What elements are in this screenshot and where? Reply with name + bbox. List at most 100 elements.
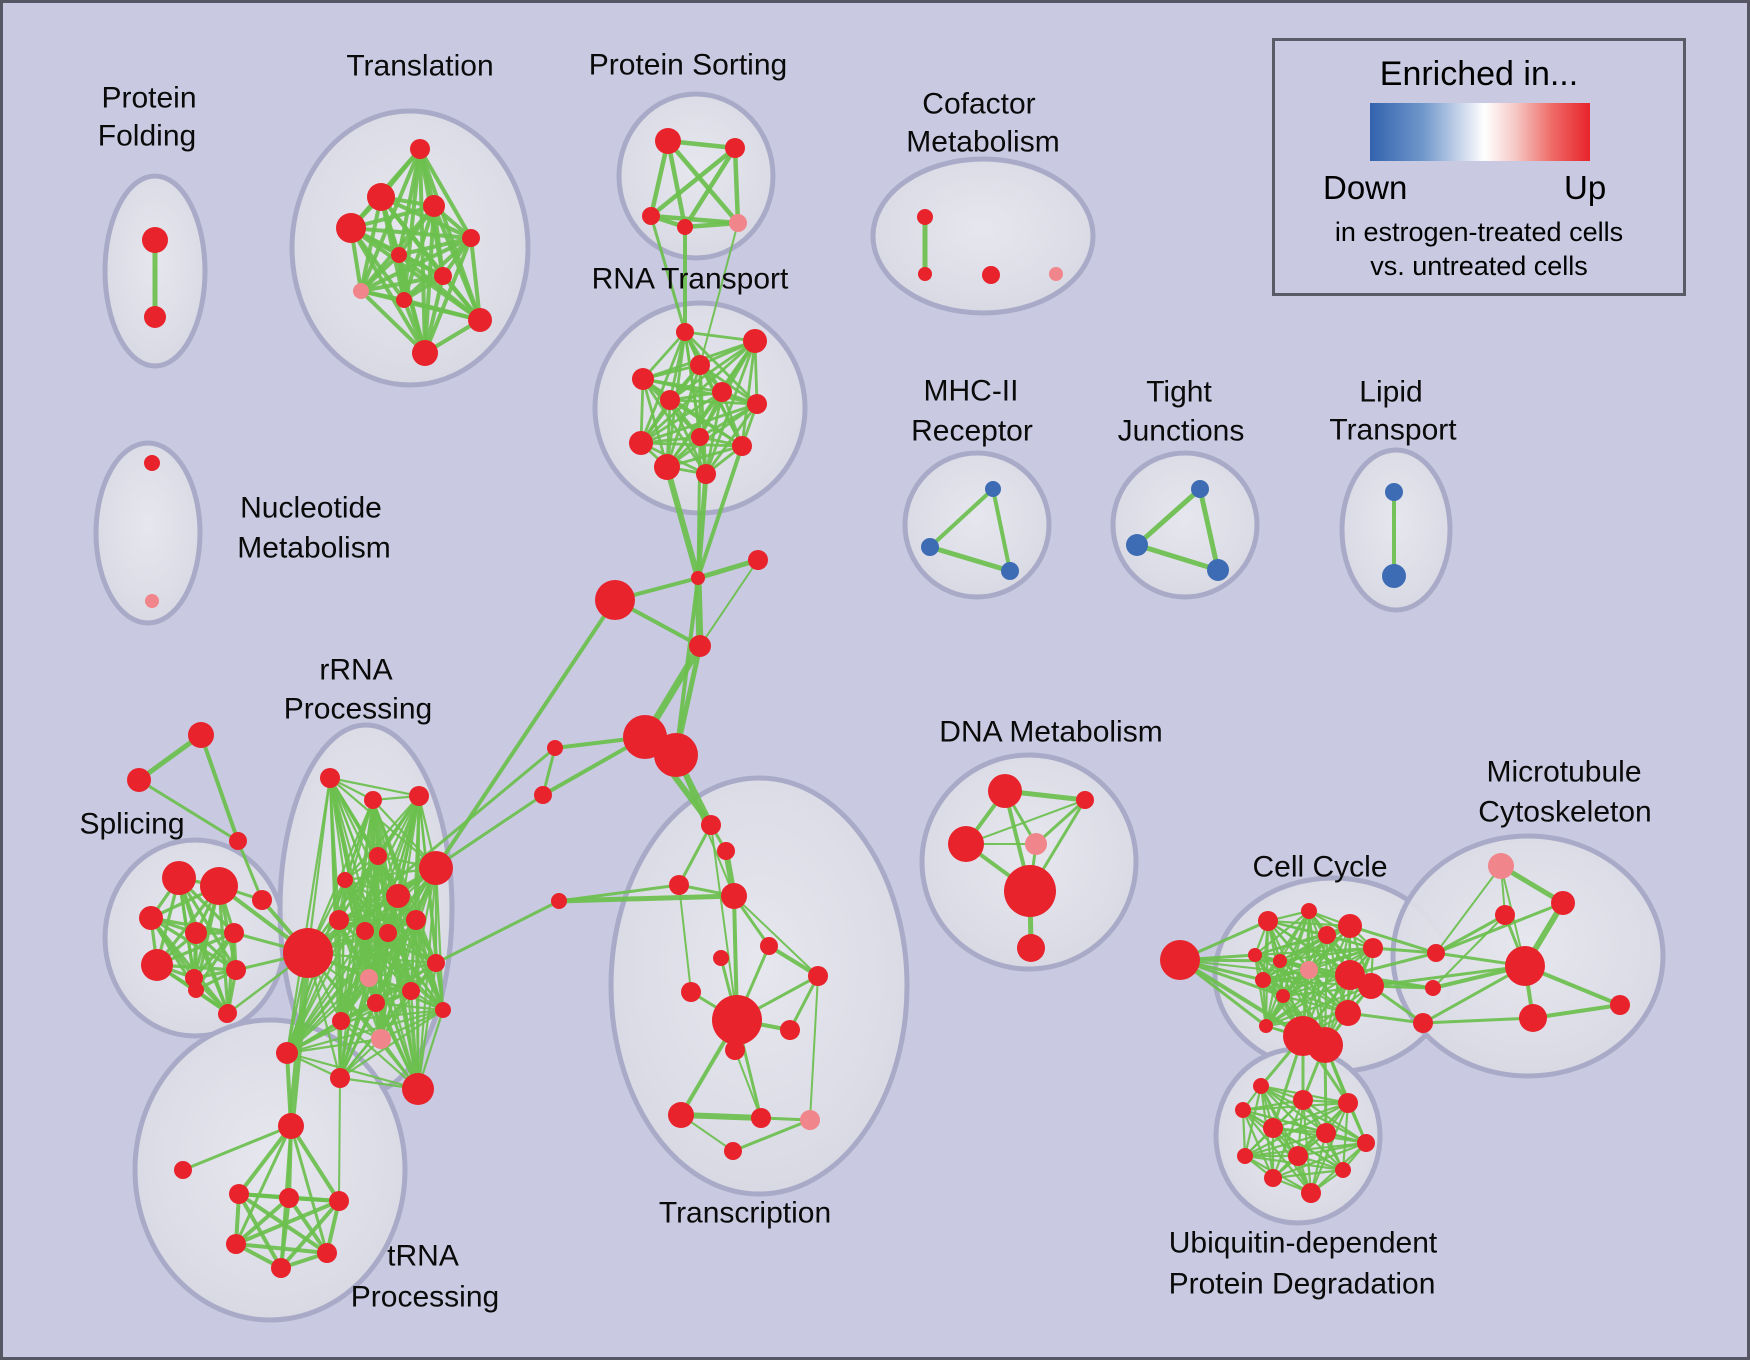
edge-x12-x13 (678, 1112, 764, 1121)
edge-r9-r14 (363, 929, 413, 993)
edge-v7-v9 (1296, 1141, 1368, 1158)
node-x14 (800, 1110, 820, 1130)
edge-r11-r17 (339, 918, 418, 1023)
node-r14 (402, 982, 420, 1000)
node-rt8 (691, 428, 709, 446)
node-c7 (1273, 954, 1287, 968)
edge-r6-r16 (434, 866, 445, 1012)
node-tl7 (434, 267, 452, 285)
node-cf4 (1049, 267, 1063, 281)
edge-v2-v11 (1271, 1098, 1305, 1180)
node-j3 (1207, 559, 1229, 581)
edge-r19-q4 (338, 1077, 341, 1202)
cluster-label-cell-cycle: Cell Cycle (1252, 851, 1387, 884)
node-m7 (551, 893, 567, 909)
edge-q0-q5 (234, 1124, 293, 1246)
edge-rt10-m1 (696, 444, 744, 580)
edge-r7-r18 (285, 894, 400, 1055)
cluster-label-tight-junctions: Junctions (1118, 415, 1245, 448)
legend-subtitle-line2: vs. untreated cells (1370, 251, 1588, 281)
node-r16 (435, 1002, 451, 1018)
node-cf3 (982, 266, 1000, 284)
edge-q2-q7 (237, 1192, 283, 1270)
node-d4 (1025, 833, 1047, 855)
edge-x9-x10 (788, 974, 820, 1032)
node-cf2 (918, 267, 932, 281)
edge-r15-r19 (338, 961, 438, 1080)
cluster-label-protein-folding: Protein (101, 82, 196, 115)
node-rt6 (660, 390, 680, 410)
node-v2 (1293, 1090, 1313, 1110)
edge-ps1-ps5 (665, 138, 741, 226)
node-r9 (356, 922, 374, 940)
node-x5 (713, 950, 729, 966)
edge-q4-q7 (279, 1199, 341, 1270)
node-x3 (669, 875, 689, 895)
node-r5 (337, 872, 353, 888)
node-d3 (948, 826, 984, 862)
node-tl5 (462, 229, 480, 247)
node-x4 (721, 883, 747, 909)
node-x12 (668, 1102, 694, 1128)
edge-rt11-m1 (664, 464, 701, 581)
edge-r13-r16 (374, 1001, 445, 1012)
edge-r1-r18 (285, 776, 332, 1055)
edge-rt6-rt10 (668, 398, 744, 448)
node-rt1 (676, 323, 694, 341)
node-s3 (139, 906, 163, 930)
edge-x14-x15 (731, 1118, 812, 1153)
edge-c3-k1 (1348, 924, 1438, 955)
node-s2 (200, 867, 238, 905)
edge-c4-c9 (1261, 933, 1329, 982)
edge-c3-c16 (1323, 924, 1352, 1047)
edge-rt8-m1 (696, 435, 702, 580)
node-d6 (1017, 934, 1045, 962)
edge-c11-u4 (1369, 964, 1527, 988)
edge-v3-v5 (1271, 1101, 1350, 1130)
node-c4 (1318, 926, 1336, 944)
legend: Enriched in... Down Up in estrogen-treat… (1272, 38, 1686, 296)
edge-v3-v11 (1271, 1101, 1350, 1180)
edge-m1-hb (674, 576, 700, 757)
edge-m7-x4 (556, 893, 737, 904)
node-d5 (1004, 865, 1056, 917)
node-r12 (360, 969, 378, 987)
node-r7 (386, 884, 410, 908)
edge-v10-v11 (1271, 1168, 1345, 1180)
edge-r3-r16 (417, 794, 445, 1012)
node-rt9 (629, 431, 653, 455)
node-j1 (1191, 480, 1209, 498)
edge-r8-r21 (337, 918, 383, 1041)
node-q6 (317, 1243, 337, 1263)
node-v4 (1235, 1102, 1251, 1118)
edge-m5-hub (306, 746, 557, 955)
node-ps1 (655, 128, 681, 154)
cluster-ellipse-nucleotide-metabolism (93, 440, 203, 626)
node-t3 (229, 832, 247, 850)
node-r13 (367, 994, 385, 1012)
node-q3 (279, 1188, 299, 1208)
edge-r15-r21 (379, 961, 438, 1041)
edge-r13-r19 (338, 1001, 378, 1080)
edge-r2-r15 (371, 798, 438, 965)
node-tl6 (391, 247, 407, 263)
edge-tl1-tl8 (359, 147, 422, 293)
edge-r18-r21 (285, 1037, 383, 1055)
edge-ps1-ps4 (665, 138, 688, 230)
edge-m7-r15 (434, 899, 561, 965)
node-v6 (1316, 1123, 1336, 1143)
edge-rt7-rt12 (704, 402, 759, 476)
cluster-label-microtubule-cytoskeleton: Cytoskeleton (1478, 796, 1651, 829)
edge-ps2-ps4 (682, 145, 738, 230)
node-c10 (1335, 960, 1365, 990)
node-rt11 (654, 454, 680, 480)
edge-r17-r20 (339, 1019, 420, 1091)
node-x11 (725, 1040, 745, 1060)
node-r15 (427, 954, 445, 972)
node-c12 (1276, 989, 1290, 1003)
node-c11 (1358, 973, 1384, 999)
edge-r16-r19 (338, 1008, 445, 1080)
node-v7 (1357, 1134, 1375, 1152)
edge-t3-sc (236, 839, 264, 902)
edge-rt1-rt7 (683, 330, 759, 406)
